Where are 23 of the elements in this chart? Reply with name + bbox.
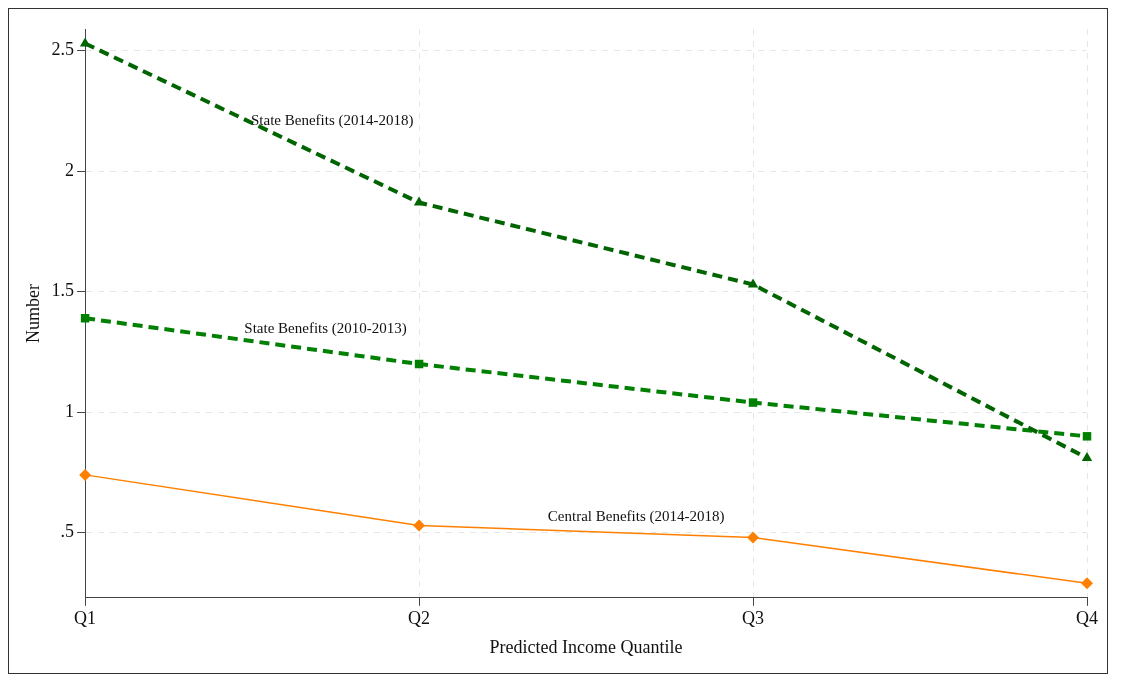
point (413, 196, 425, 206)
series-label: State Benefits (2010-2013) (244, 320, 407, 338)
point (413, 519, 426, 532)
point (747, 278, 759, 288)
series-label: Central Benefits (2014-2018) (547, 508, 725, 526)
series-label: State Benefits (2014-2018) (251, 112, 414, 130)
x-tick-label: Q2 (408, 608, 431, 629)
point (1081, 577, 1093, 590)
x-axis-title: Predicted Income Quantile (489, 636, 683, 657)
x-tick-label: Q1 (74, 608, 97, 629)
y-tick-label: 2 (65, 159, 75, 180)
point (1081, 452, 1093, 462)
point (1082, 432, 1092, 441)
y-tick-label: 2.5 (51, 39, 75, 60)
x-tick-label: Q3 (742, 608, 765, 629)
y-tick-label: .5 (60, 521, 75, 542)
point (79, 468, 92, 481)
y-axis-title: Number (22, 283, 43, 343)
y-tick-label: 1 (65, 400, 75, 421)
point (747, 531, 760, 544)
y-tick-label: 1.5 (51, 280, 75, 301)
x-tick-label: Q4 (1076, 608, 1098, 629)
point (748, 398, 758, 407)
